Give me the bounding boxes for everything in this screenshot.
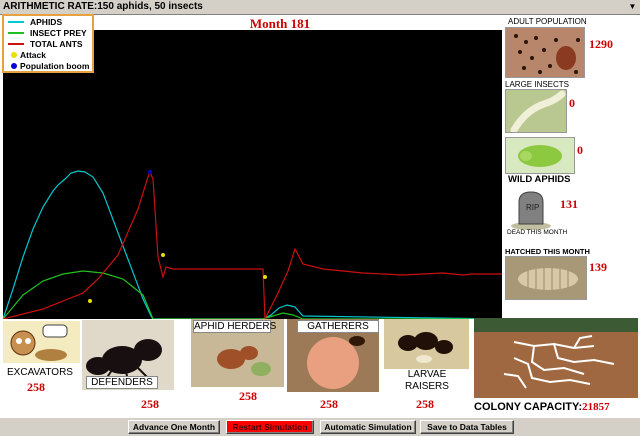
marker-attack	[88, 299, 92, 303]
colony-capacity-label: COLONY CAPACITY:	[474, 401, 583, 413]
legend-label: INSECT PREY	[30, 28, 87, 38]
advance-one-month-button[interactable]: Advance One Month	[128, 420, 220, 434]
adult-population-label: ADULT POPULATION	[508, 17, 587, 26]
caste-name-defenders: DEFENDERS	[86, 376, 158, 389]
excavator-art	[3, 321, 80, 363]
larvae-raiser-photo	[384, 319, 469, 369]
restart-simulation-button[interactable]: Restart Simulation	[226, 420, 314, 434]
legend-label: TOTAL ANTS	[30, 39, 83, 49]
green-aphid-art	[506, 138, 574, 173]
caterpillar-photo	[505, 89, 567, 133]
save-to-data-tables-button[interactable]: Save to Data Tables	[420, 420, 514, 434]
excavator-cartoon	[3, 321, 80, 363]
caste-name-larvae-raisers: LARVAE RAISERS	[405, 369, 449, 392]
colony-capacity-value: 21857	[582, 401, 610, 413]
caste-name-gatherers: GATHERERS	[297, 320, 379, 333]
series-line-aphids	[3, 170, 502, 319]
legend-swatch-aphids	[8, 21, 24, 23]
marker-population-boom	[148, 170, 152, 174]
triangle-down-icon[interactable]: ▼	[628, 2, 637, 11]
tombstone-icon: RIP	[505, 188, 557, 232]
ant-colony-photo	[505, 27, 585, 78]
hatched-this-month-value: 139	[589, 260, 607, 274]
legend-label: Population boom	[20, 61, 90, 71]
legend-dot-population-boom	[11, 63, 17, 69]
larva-art	[506, 257, 586, 299]
larvae-raiser-art	[384, 319, 469, 369]
svg-text:RIP: RIP	[526, 203, 539, 212]
tunnel-map	[474, 318, 638, 398]
caste-value-larvae-raisers: 258	[416, 397, 434, 411]
series-line-insect-prey	[3, 270, 502, 319]
adult-population-value: 1290	[589, 37, 613, 51]
hatched-this-month-label: HATCHED THIS MONTH	[505, 247, 590, 256]
series-line-total-ants	[3, 170, 502, 319]
legend-swatch-insect-prey	[8, 32, 24, 34]
month-label: Month 181	[249, 16, 311, 31]
tunnel-map-art	[474, 318, 638, 398]
large-insects-value: 0	[569, 96, 575, 110]
wild-aphids-value: 131	[560, 197, 578, 211]
caste-name-excavators: EXCAVATORS	[7, 367, 73, 378]
population-chart	[3, 30, 502, 319]
caste-value-gatherers: 258	[320, 397, 338, 411]
caterpillar-art	[506, 90, 566, 132]
legend-label: APHIDS	[30, 17, 63, 27]
marker-attack	[161, 253, 165, 257]
colony-capacity: COLONY CAPACITY:21857	[474, 401, 610, 413]
automatic-simulation-button[interactable]: Automatic Simulation	[320, 420, 416, 434]
caste-name-aphid-herders: APHID HERDERS	[193, 320, 277, 333]
legend-swatch-total-ants	[8, 43, 24, 45]
caste-value-excavators: 258	[27, 380, 45, 394]
green-aphid-photo	[505, 137, 575, 174]
window-title: ARITHMETIC RATE:150 aphids, 50 insects	[3, 1, 203, 12]
caste-value-defenders: 258	[141, 397, 159, 411]
wild-aphids-image-value: 0	[577, 143, 583, 157]
ant-colony-art	[506, 28, 584, 77]
large-insects-label: LARGE INSECTS	[505, 80, 570, 89]
legend-dot-attack	[11, 52, 17, 58]
dead-this-month-label: DEAD THIS MONTH	[507, 229, 568, 236]
legend-label: Attack	[20, 50, 46, 60]
title-bar: ARITHMETIC RATE:150 aphids, 50 insects ▼	[0, 0, 640, 15]
marker-attack	[263, 275, 267, 279]
larva-photo	[505, 256, 587, 300]
tombstone-art: RIP	[505, 188, 557, 232]
caste-value-aphid-herders: 258	[239, 389, 257, 403]
wild-aphids-label: WILD APHIDS	[508, 174, 571, 185]
chart-legend: APHIDS INSECT PREY TOTAL ANTS Attack Pop…	[2, 14, 94, 73]
chart-svg	[3, 170, 502, 319]
